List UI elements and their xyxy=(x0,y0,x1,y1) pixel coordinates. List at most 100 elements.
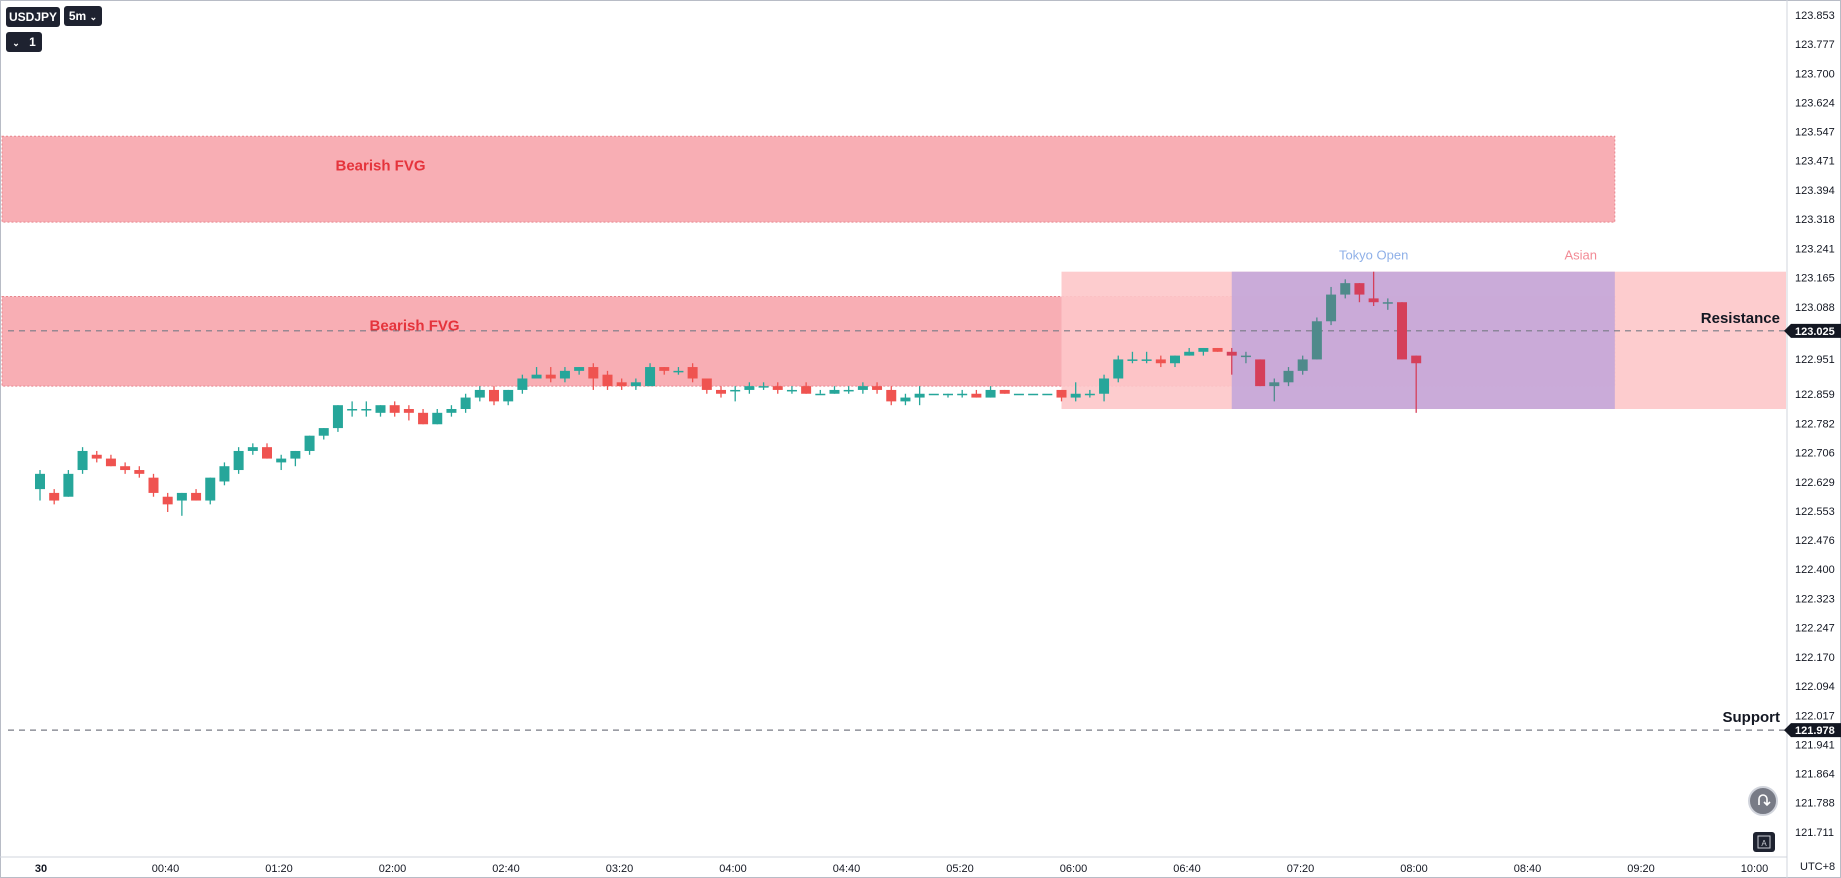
price-tick-label: 123.624 xyxy=(1795,97,1835,109)
symbol-button[interactable]: USDJPY xyxy=(6,7,60,27)
candle-body xyxy=(531,374,542,379)
candle-body xyxy=(1397,302,1407,360)
candle-body xyxy=(1084,393,1095,396)
candle-body xyxy=(730,389,741,392)
support-label: Support xyxy=(1723,709,1781,726)
timezone-label[interactable]: UTC+8 xyxy=(1800,861,1836,873)
time-tick-label: 06:00 xyxy=(1060,863,1088,875)
price-tick-label: 123.700 xyxy=(1795,68,1835,80)
time-tick-label: 05:20 xyxy=(946,863,974,875)
candle-body xyxy=(389,405,400,413)
candle-body xyxy=(1311,321,1322,360)
candle-body xyxy=(843,389,854,392)
candle-body xyxy=(77,450,88,471)
price-tick-label: 121.941 xyxy=(1795,739,1835,751)
return-arrow-icon xyxy=(1758,794,1771,807)
candle-body xyxy=(347,409,358,411)
tokyo-open-label: Tokyo Open xyxy=(1339,248,1408,263)
candle-body xyxy=(1326,294,1337,322)
indicator-count: 1 xyxy=(29,35,36,49)
asian-session-label: Asian xyxy=(1564,248,1597,263)
time-tick-label: 02:00 xyxy=(379,863,407,875)
price-tag-label: 121.978 xyxy=(1795,725,1835,737)
candle-body xyxy=(872,386,883,390)
price-tick-label: 123.547 xyxy=(1795,127,1835,139)
price-tick-label: 123.394 xyxy=(1795,185,1835,197)
candle-body xyxy=(801,386,812,394)
price-tick-label: 121.788 xyxy=(1795,798,1835,810)
candle-body xyxy=(1042,393,1053,396)
price-tick-label: 122.017 xyxy=(1795,710,1835,722)
candle-body xyxy=(276,458,287,463)
candle-body xyxy=(1411,355,1422,364)
candle-body xyxy=(134,470,145,474)
candle-body xyxy=(517,378,528,390)
price-tick-label: 123.777 xyxy=(1795,39,1835,51)
sessions-layer xyxy=(1061,271,1786,410)
candle-body xyxy=(1198,347,1209,352)
candle-body xyxy=(1255,359,1266,387)
support-price-tag xyxy=(1784,723,1841,738)
indicators-toggle[interactable]: ⌄ 1 xyxy=(6,32,42,52)
candle-body xyxy=(588,367,599,379)
price-tick-label: 122.951 xyxy=(1795,354,1835,366)
svg-text:A: A xyxy=(1761,839,1767,848)
candle-body xyxy=(304,435,315,451)
candle-body xyxy=(687,367,698,379)
candle-body xyxy=(35,473,45,490)
time-tick-label: 03:20 xyxy=(606,863,634,875)
candle-body xyxy=(1354,283,1365,295)
candle-body xyxy=(63,473,74,497)
candle-body xyxy=(162,496,173,505)
candle-body xyxy=(602,374,613,387)
candle-body xyxy=(659,367,670,371)
price-tick-label: 122.553 xyxy=(1795,506,1835,518)
candle-body xyxy=(1170,355,1180,364)
candle-body xyxy=(1155,359,1166,364)
price-tick-label: 122.629 xyxy=(1795,477,1835,489)
candle-body xyxy=(574,367,585,371)
time-tick-label: 09:20 xyxy=(1627,863,1655,875)
candle-body xyxy=(943,393,953,396)
time-tick-label: 08:40 xyxy=(1514,863,1542,875)
tokyo-session-box xyxy=(1231,271,1615,410)
candle-body xyxy=(829,389,840,394)
candle-body xyxy=(1269,382,1280,387)
candle-body xyxy=(1070,393,1081,398)
time-tick-label: 30 xyxy=(35,863,47,875)
interval-dropdown[interactable]: 5m ⌄ xyxy=(64,6,102,26)
candle-body xyxy=(1056,389,1067,398)
price-tick-label: 123.853 xyxy=(1795,10,1835,22)
price-tick-label: 122.782 xyxy=(1795,419,1835,431)
interval-label: 5m xyxy=(68,9,87,23)
chevron-down-icon: ⌄ xyxy=(89,12,98,22)
time-tick-label: 04:40 xyxy=(833,863,861,875)
candle-body xyxy=(886,389,897,402)
candle-body xyxy=(971,393,982,398)
price-tick-label: 122.094 xyxy=(1795,681,1835,693)
candle-body xyxy=(744,386,755,390)
candle-body xyxy=(1184,351,1195,356)
auto-scale-button[interactable]: A xyxy=(1753,832,1775,852)
candle-body xyxy=(645,367,656,387)
candle-body xyxy=(630,382,641,387)
symbol-label: USDJPY xyxy=(8,10,58,24)
resistance-label: Resistance xyxy=(1701,310,1780,327)
candle-body xyxy=(418,412,429,425)
candle-body xyxy=(460,397,471,410)
chevron-down-icon: ⌄ xyxy=(12,38,20,48)
scroll-to-realtime-button[interactable] xyxy=(1748,786,1778,816)
candle-body xyxy=(716,389,726,394)
candle-body xyxy=(262,447,272,459)
candle-body xyxy=(1283,370,1294,383)
candle-body xyxy=(49,492,60,501)
price-tick-label: 123.471 xyxy=(1795,156,1835,168)
candle-body xyxy=(1382,302,1393,304)
candle-body xyxy=(205,477,216,501)
candle-body xyxy=(786,389,797,392)
time-tick-label: 07:20 xyxy=(1287,863,1315,875)
time-tick-label: 08:00 xyxy=(1400,863,1428,875)
candle-body xyxy=(928,393,939,396)
candle-body xyxy=(1013,393,1024,396)
